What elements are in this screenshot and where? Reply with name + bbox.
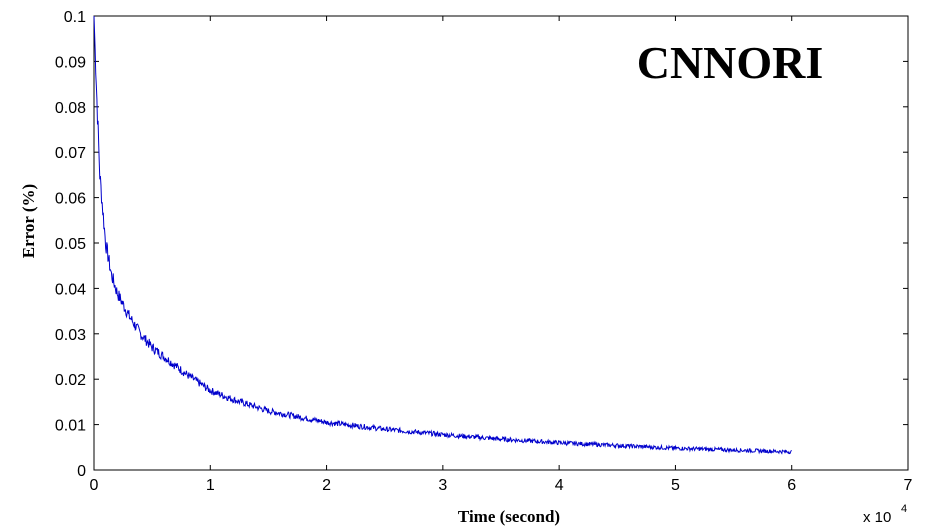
plot-frame bbox=[93, 15, 909, 471]
x-tick-label: 7 bbox=[904, 477, 913, 494]
x-tick-label: 3 bbox=[438, 477, 447, 494]
y-tick-label: 0.07 bbox=[55, 145, 86, 162]
x-tick-label: 4 bbox=[555, 477, 564, 494]
y-tick-label: 0.02 bbox=[55, 372, 86, 389]
x-tick-label: 5 bbox=[671, 477, 680, 494]
y-tick-label: 0.09 bbox=[55, 54, 86, 71]
y-tick-label: 0.01 bbox=[55, 418, 86, 435]
series-line bbox=[93, 15, 792, 455]
x-tick-label: 1 bbox=[206, 477, 215, 494]
x-multiplier-label: x 10 bbox=[863, 509, 891, 526]
x-tick-label: 2 bbox=[322, 477, 331, 494]
x-multiplier-exponent: 4 bbox=[901, 503, 907, 515]
y-axis-title: Error (%) bbox=[19, 184, 38, 258]
x-axis-title: Time (second) bbox=[458, 507, 560, 526]
chart-title: CNNORI bbox=[637, 37, 824, 88]
y-tick-label: 0.03 bbox=[55, 327, 86, 344]
y-tick-label: 0 bbox=[77, 463, 86, 480]
y-tick-label: 0.06 bbox=[55, 191, 86, 208]
x-tick-label: 0 bbox=[90, 477, 99, 494]
y-tick-label: 0.05 bbox=[55, 236, 86, 253]
y-tick-label: 0.08 bbox=[55, 100, 86, 117]
x-tick-label: 6 bbox=[787, 477, 796, 494]
y-tick-label: 0.04 bbox=[55, 281, 86, 298]
y-tick-label: 0.1 bbox=[64, 9, 86, 26]
